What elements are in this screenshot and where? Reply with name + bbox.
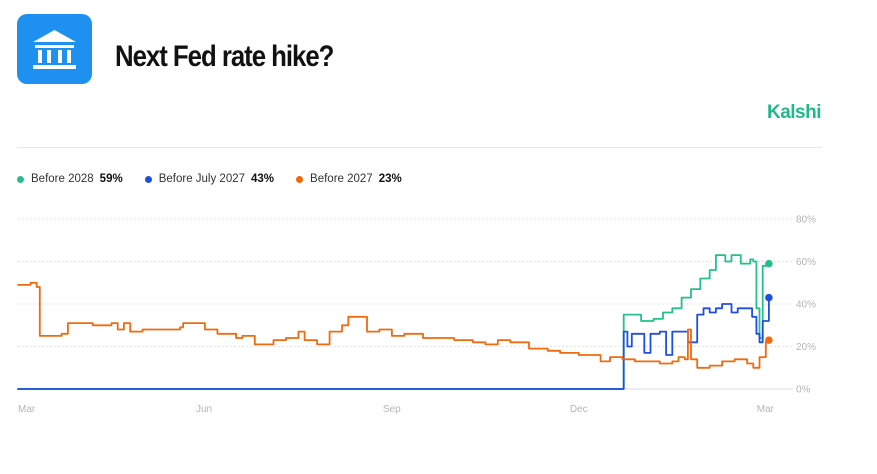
x-tick-label: Mar	[757, 404, 775, 415]
legend-label: Before 2027	[310, 173, 373, 185]
bank-icon	[33, 30, 76, 69]
series-line-before-july-2027	[17, 296, 770, 390]
series-line-before-2028	[17, 254, 770, 390]
series-end-dot-before-2028	[765, 259, 773, 268]
legend-dot	[296, 175, 304, 183]
y-tick-label: 60%	[796, 257, 816, 268]
market-icon	[17, 14, 92, 84]
legend-item-before-july-2027[interactable]: Before July 2027 43%	[144, 173, 275, 185]
kalshi-logo[interactable]: Kalshi	[766, 102, 822, 123]
x-tick-label: Sep	[383, 404, 401, 415]
page-title: Next Fed rate hike?	[115, 40, 334, 73]
legend-label: Before July 2027	[158, 173, 246, 185]
y-tick-label: 80%	[796, 215, 816, 226]
legend-dot	[17, 175, 24, 183]
series-end-dot-before-2027	[765, 336, 773, 344]
y-tick-label: 0%	[796, 385, 811, 396]
legend-value: 43%	[251, 173, 275, 185]
series-end-dot-before-july-2027	[765, 293, 773, 302]
legend-item-before-2028[interactable]: Before 2028 59%	[17, 173, 123, 185]
y-tick-label: 20%	[796, 342, 816, 353]
x-tick-label: Dec	[570, 404, 588, 415]
legend-label: Before 2028	[31, 173, 94, 185]
line-chart[interactable]: 0% 20% 40% 60% 80% Mar Jun Sep Dec Mar	[0, 200, 877, 430]
legend-value: 59%	[99, 173, 123, 185]
divider	[17, 147, 822, 148]
series-line-before-2027	[17, 281, 770, 369]
x-tick-label: Jun	[196, 404, 212, 415]
legend-value: 23%	[378, 173, 402, 185]
x-tick-label: Mar	[18, 404, 36, 415]
y-tick-label: 40%	[796, 300, 816, 311]
legend-dot	[144, 175, 152, 183]
legend-item-before-2027[interactable]: Before 2027 23%	[296, 173, 402, 185]
chart-legend: Before 2028 59% Before July 2027 43% Bef…	[17, 173, 424, 185]
